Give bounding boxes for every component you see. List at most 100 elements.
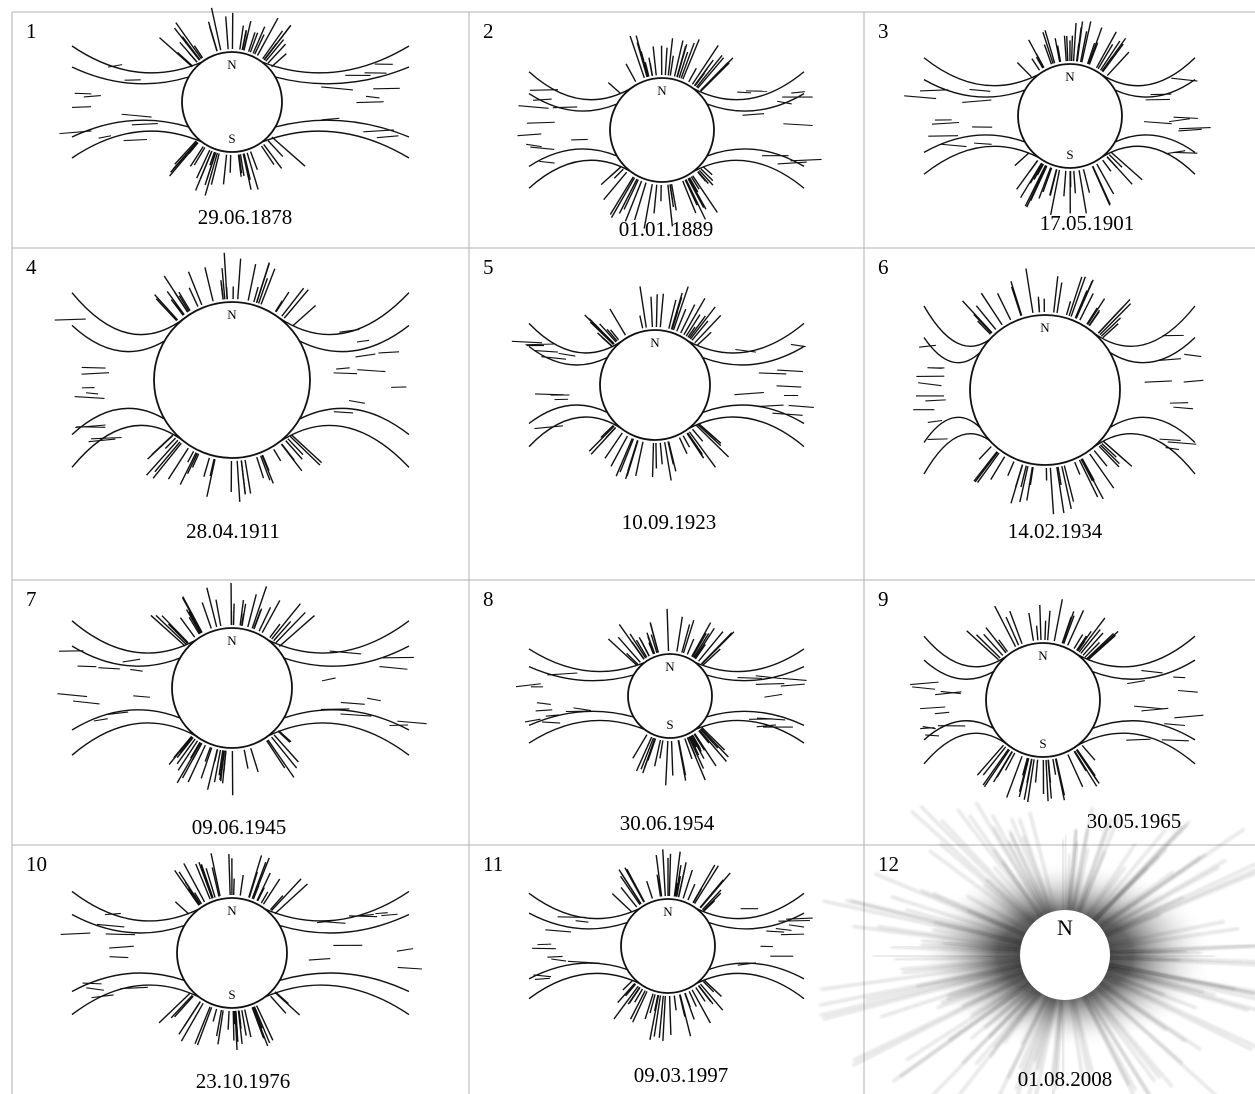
polar-ray (273, 620, 292, 642)
corona-ray (1028, 998, 1056, 1094)
polar-ray (640, 737, 655, 770)
corona-ray (936, 972, 1025, 1010)
panel-number: 1 (26, 19, 37, 43)
polar-ray (225, 287, 229, 300)
corona-ray (1107, 967, 1255, 1011)
streamer (528, 648, 646, 673)
streamer-dash (935, 691, 962, 696)
polar-ray (1081, 458, 1104, 500)
polar-ray (213, 749, 222, 783)
polar-ray (232, 1010, 235, 1041)
polar-ray (629, 633, 647, 659)
corona-ray (1034, 998, 1055, 1062)
polar-ray (172, 141, 198, 170)
polar-ray (652, 46, 657, 76)
polar-ray (259, 455, 271, 481)
polar-ray (643, 184, 653, 229)
corona-ray (890, 945, 1021, 954)
panel: 9 30.05.1965 N S (878, 587, 1204, 833)
streamer-dash (321, 920, 346, 924)
polar-ray (262, 30, 284, 60)
polar-ray (604, 432, 623, 459)
polar-ray (603, 171, 628, 201)
polar-ray (274, 991, 301, 1016)
streamer (275, 66, 410, 85)
streamer-dash (530, 146, 555, 150)
streamer-dash (1167, 441, 1197, 445)
streamer-dash (940, 690, 961, 695)
polar-ray (680, 304, 696, 334)
polar-ray (1053, 599, 1064, 642)
polar-ray (191, 453, 200, 468)
corona-ray (1093, 820, 1191, 922)
streamer (1089, 305, 1196, 347)
streamer (528, 416, 623, 448)
polar-ray (205, 868, 216, 898)
polar-ray (256, 872, 271, 901)
corona-ray (1109, 927, 1240, 949)
polar-ray (668, 299, 677, 329)
panel-date: 23.10.1976 (196, 1069, 291, 1093)
streamer-dash (133, 695, 150, 698)
polar-ray (700, 632, 733, 665)
polar-ray (253, 1006, 271, 1044)
polar-ray (1044, 30, 1056, 64)
corona-ray (1089, 991, 1161, 1079)
panel: 8 30.06.1954 N S (483, 587, 807, 835)
polar-ray (1049, 169, 1058, 196)
polar-ray (664, 740, 669, 786)
polar-ray (975, 305, 997, 330)
polar-ray (193, 45, 204, 59)
streamer (1089, 433, 1196, 475)
polar-ray (271, 53, 287, 68)
corona-ray (1007, 841, 1048, 915)
polar-ray (1016, 61, 1032, 78)
polar-ray (208, 26, 218, 52)
polar-ray (283, 289, 309, 319)
polar-ray (215, 1009, 223, 1037)
streamer-dash (783, 123, 813, 127)
pole-label: N (1038, 648, 1048, 663)
streamer (923, 78, 1026, 98)
polar-ray (1075, 749, 1100, 784)
streamer-dash (308, 957, 331, 961)
polar-ray (620, 875, 641, 906)
polar-ray (672, 286, 689, 331)
polar-ray (1088, 42, 1099, 65)
polar-ray (1044, 620, 1047, 641)
polar-ray (158, 992, 191, 1024)
polar-ray (634, 988, 644, 1003)
polar-ray (247, 594, 257, 628)
polar-ray (1063, 465, 1075, 502)
polar-ray (254, 34, 265, 55)
corona-ray (920, 889, 1026, 936)
streamer-dash (352, 913, 374, 918)
streamer-dash (106, 711, 129, 716)
panel-date: 14.02.1934 (1008, 519, 1103, 543)
polar-ray (590, 427, 617, 455)
streamer (923, 57, 1040, 87)
streamer (528, 322, 623, 354)
polar-ray (689, 735, 697, 748)
polar-ray (1082, 169, 1091, 193)
panel-date: 09.03.1997 (634, 1063, 729, 1087)
pole-label: S (666, 717, 673, 732)
streamer-dash (790, 343, 806, 348)
streamer (923, 145, 1040, 175)
pole-label: N (657, 83, 667, 98)
polar-ray (701, 727, 726, 751)
streamer (687, 322, 805, 354)
polar-ray (209, 458, 215, 477)
corona-ray (1108, 965, 1255, 1000)
polar-ray (662, 995, 667, 1041)
polar-ray (238, 154, 243, 174)
streamer (71, 984, 200, 1016)
streamer-dash (734, 391, 764, 396)
polar-ray (181, 597, 203, 634)
streamer-dash (927, 438, 948, 440)
streamer (1114, 134, 1196, 153)
polar-ray (1053, 276, 1059, 313)
streamer (1109, 416, 1196, 444)
polar-ray (174, 869, 200, 906)
polar-ray (1054, 38, 1061, 63)
